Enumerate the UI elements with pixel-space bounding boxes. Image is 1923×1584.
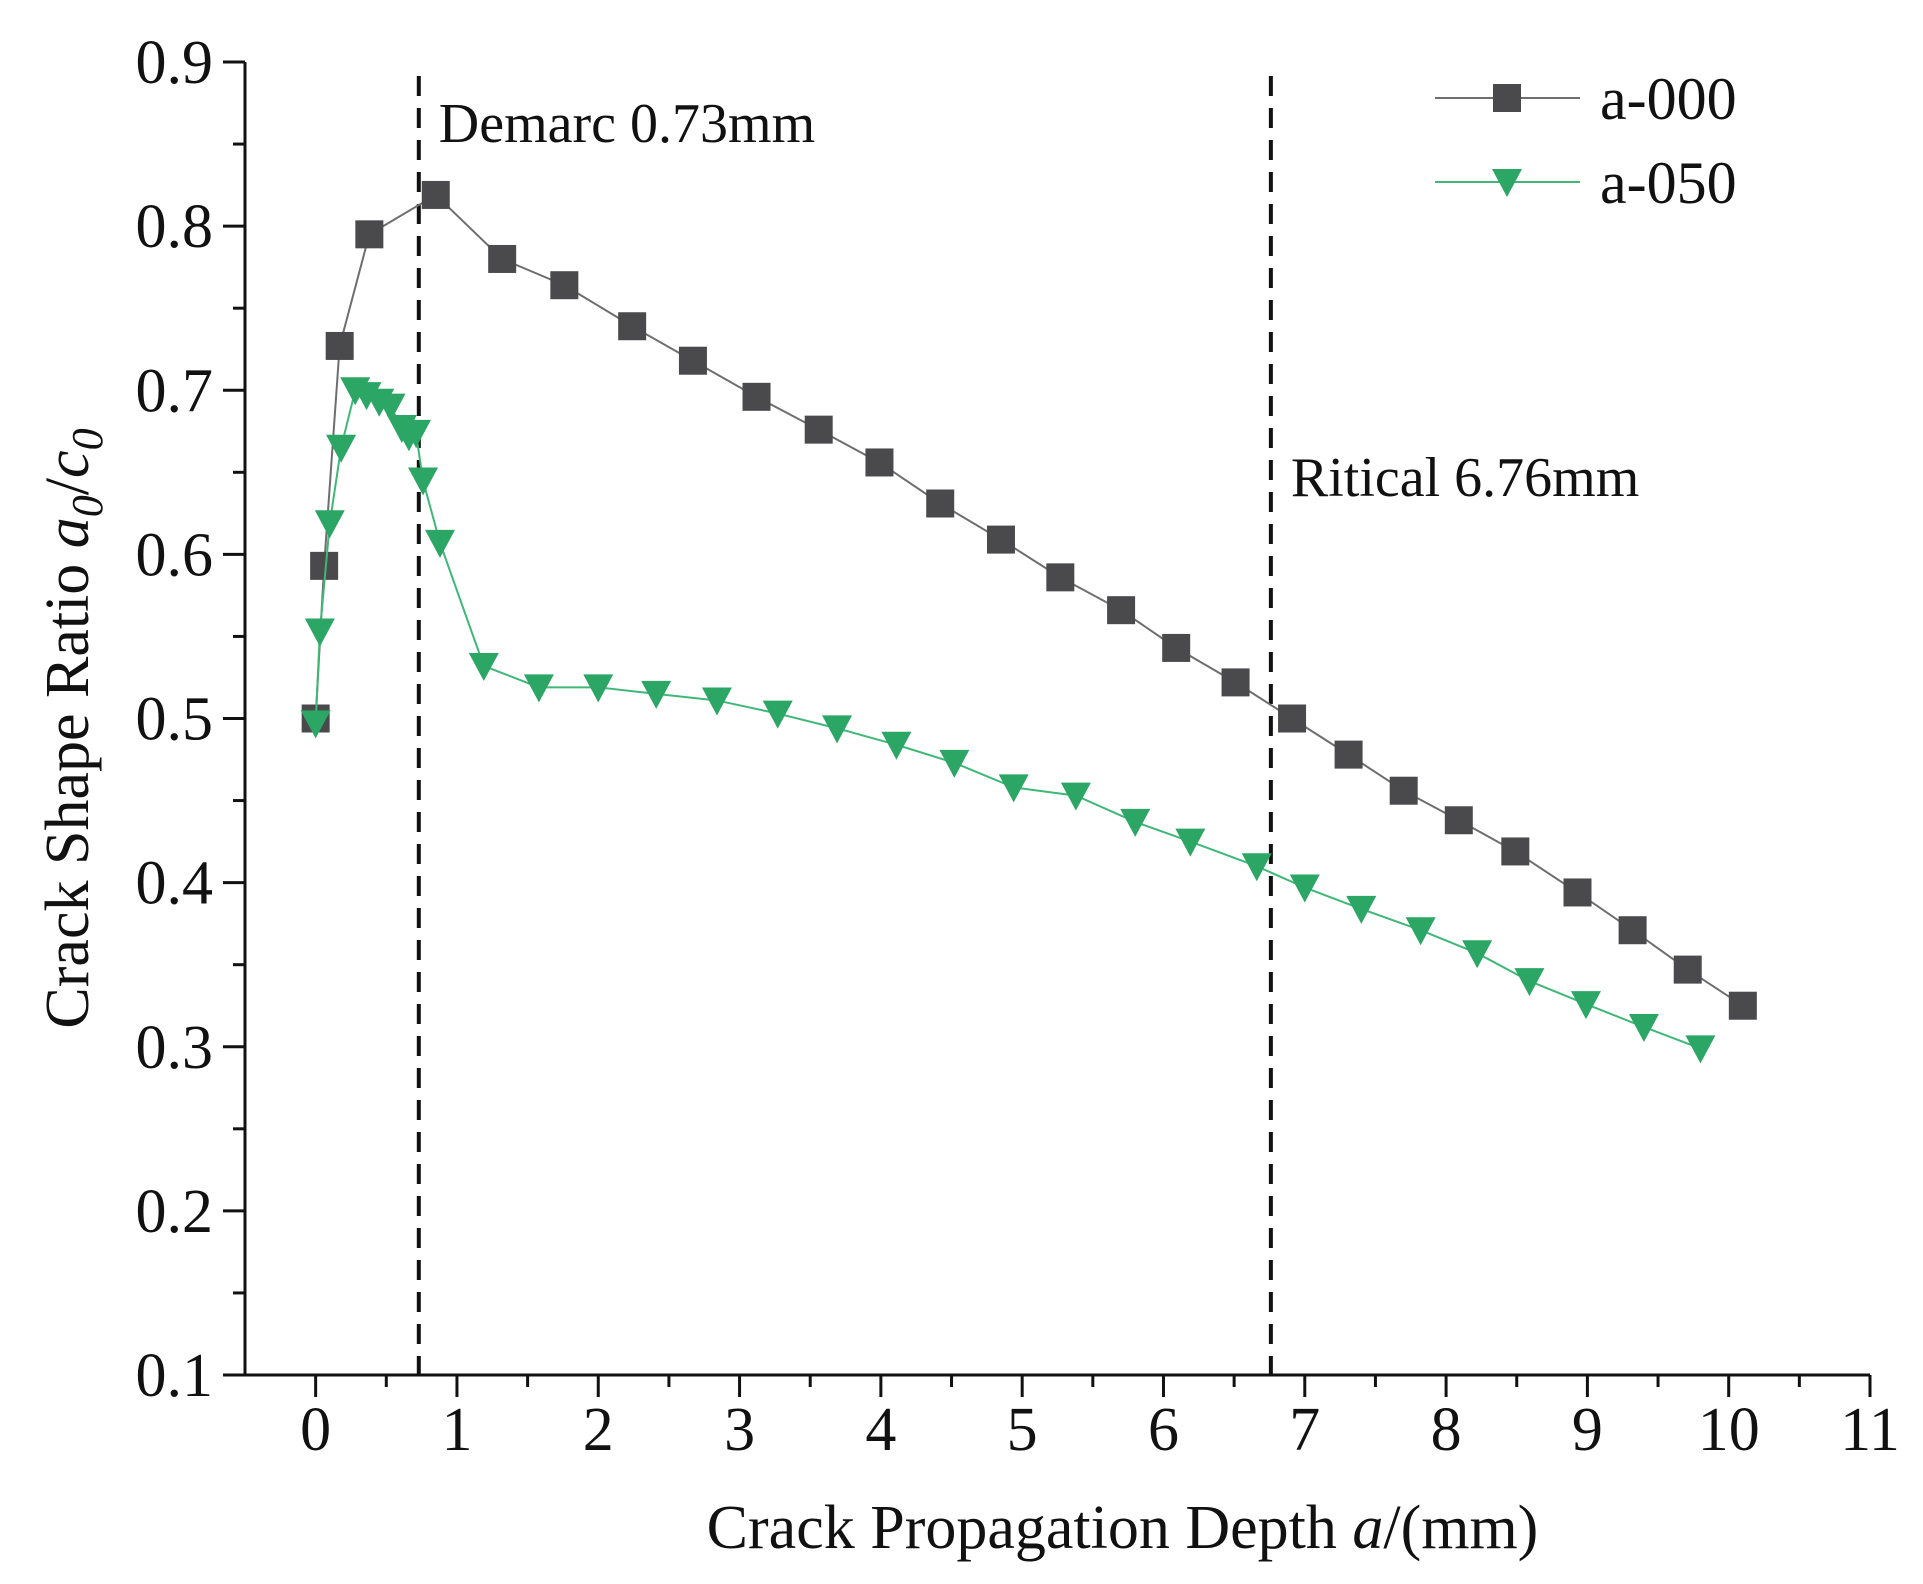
x-tick-label: 8 xyxy=(1431,1396,1462,1464)
x-tick-label: 3 xyxy=(724,1396,755,1464)
data-point-square xyxy=(421,180,450,209)
data-point-square xyxy=(1444,806,1473,835)
data-point-square xyxy=(926,489,955,518)
data-point-square xyxy=(1728,991,1757,1020)
data-point-square xyxy=(1673,955,1702,984)
data-point-triangle xyxy=(641,680,672,709)
data-point-square xyxy=(1221,668,1250,697)
data-point-triangle xyxy=(1175,828,1206,857)
y-tick-label: 0.6 xyxy=(136,521,214,589)
data-point-square xyxy=(1107,596,1136,625)
data-point-triangle xyxy=(998,774,1029,803)
y-tick-label: 0.7 xyxy=(136,357,214,425)
data-point-square xyxy=(986,525,1015,554)
y-tick-label: 0.8 xyxy=(136,193,214,261)
series-line xyxy=(314,193,1744,1007)
x-tick-label: 0 xyxy=(300,1396,331,1464)
data-point-square xyxy=(1162,633,1191,662)
data-point-square xyxy=(1563,878,1592,907)
axes: 0 1 2 3 4 5 6 7 8 9 10 11 0.1 0.2 0.3 0.4 0.5 0.6 0.7 0.8 0.… xyxy=(136,29,1900,1464)
data-point-square xyxy=(1334,740,1363,769)
reference-line-label: Demarc 0.73mm xyxy=(439,93,815,155)
data-point-square xyxy=(355,220,384,249)
data-point-square xyxy=(1389,776,1418,805)
data-point-square xyxy=(488,244,517,273)
y-tick-label: 0.1 xyxy=(136,1342,214,1410)
x-tick-label: 10 xyxy=(1698,1396,1760,1464)
x-tick-label: 9 xyxy=(1572,1396,1603,1464)
legend-marker-square xyxy=(1493,84,1521,112)
data-point-triangle xyxy=(300,710,331,739)
y-tick-label: 0.4 xyxy=(136,850,214,918)
data-point-square xyxy=(550,271,579,300)
data-point-square xyxy=(865,448,894,477)
data-point-triangle xyxy=(939,749,970,778)
y-axis-title: Crack Shape Ratio a0/c0 xyxy=(34,428,112,1028)
data-point-triangle xyxy=(408,467,439,496)
data-point-triangle xyxy=(1628,1014,1659,1043)
data-point-triangle xyxy=(1405,917,1436,946)
x-tick-label: 6 xyxy=(1148,1396,1179,1464)
y-tick-label: 0.2 xyxy=(136,1178,214,1246)
data-point-triangle xyxy=(375,393,406,422)
data-point-triangle xyxy=(701,687,732,716)
data-point-square xyxy=(325,331,354,360)
data-point-triangle xyxy=(400,419,431,448)
x-tick-label: 1 xyxy=(441,1396,472,1464)
legend-item: a-050 xyxy=(1435,150,1737,216)
legend-item: a-000 xyxy=(1435,66,1737,132)
data-point-triangle xyxy=(1241,853,1272,882)
data-point-triangle xyxy=(1120,808,1151,837)
data-point-square xyxy=(1046,563,1075,592)
data-point-triangle xyxy=(1685,1035,1716,1064)
data-point-triangle xyxy=(1289,874,1320,903)
x-axis-title: Crack Propagation Depth a/(mm) xyxy=(707,1494,1539,1562)
data-point-triangle xyxy=(468,652,499,681)
data-point-square xyxy=(804,415,833,444)
data-point-triangle xyxy=(1514,968,1545,997)
y-tick-label: 0.9 xyxy=(136,29,214,97)
reference-lines: Demarc 0.73mm Ritical 6.76mm xyxy=(416,76,1639,1375)
data-point-triangle xyxy=(425,529,455,558)
data-point-triangle xyxy=(523,674,554,703)
data-point-triangle xyxy=(326,434,357,463)
data-point-square xyxy=(742,382,771,411)
x-tick-label: 7 xyxy=(1289,1396,1320,1464)
x-tick-label: 2 xyxy=(583,1396,614,1464)
reference-line-label: Ritical 6.76mm xyxy=(1291,447,1639,509)
data-point-square xyxy=(1618,916,1647,945)
data-point-square xyxy=(1278,704,1307,733)
x-tick-label: 4 xyxy=(865,1396,896,1464)
y-tick-label: 0.3 xyxy=(136,1014,214,1082)
data-point-triangle xyxy=(881,731,912,760)
data-point-triangle xyxy=(304,618,335,647)
series-layer xyxy=(300,180,1757,1064)
data-point-triangle xyxy=(314,510,345,539)
data-point-triangle xyxy=(1060,782,1091,811)
data-point-triangle xyxy=(1462,940,1493,969)
data-point-triangle xyxy=(583,674,614,703)
legend-marker-triangle xyxy=(1492,169,1522,197)
legend: a-000 a-050 xyxy=(1435,66,1737,216)
data-point-square xyxy=(618,312,647,341)
data-point-triangle xyxy=(1570,991,1601,1020)
data-point-triangle xyxy=(1346,895,1377,924)
data-point-triangle xyxy=(822,715,853,744)
y-tick-label: 0.5 xyxy=(136,686,214,754)
data-point-triangle xyxy=(762,700,793,729)
x-tick-label: 11 xyxy=(1840,1396,1900,1464)
data-point-square xyxy=(678,346,707,375)
series-a-000 xyxy=(301,180,1757,1020)
legend-label: a-050 xyxy=(1600,150,1737,216)
series-a-050 xyxy=(300,377,1716,1064)
data-point-square xyxy=(1501,837,1530,866)
x-tick-label: 5 xyxy=(1007,1396,1038,1464)
legend-label: a-000 xyxy=(1600,66,1737,132)
